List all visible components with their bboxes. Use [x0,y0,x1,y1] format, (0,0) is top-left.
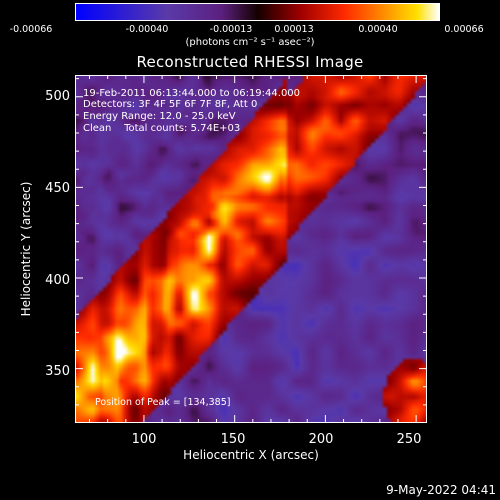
colorbar-tick: -0.00040 [125,24,169,35]
info-counts: Clean Total counts: 5.74E+03 [83,123,241,134]
x-tick-label: 100 [131,432,157,447]
y-axis-label: Heliocentric Y (arcsec) [19,181,33,317]
x-tick-label: 250 [396,432,422,447]
info-time-range: 19-Feb-2011 06:13:44.000 to 06:19:44.000 [83,88,301,99]
heatmap-image [75,75,427,423]
y-tick-label: 450 [45,181,70,196]
y-tick-label: 350 [45,364,70,379]
plot-frame [75,75,427,423]
peak-position-label: Position of Peak = [134,385] [95,397,231,408]
info-detectors: Detectors: 3F 4F 5F 6F 7F 8F, Att 0 [83,99,258,110]
chart-title: Reconstructed RHESSI Image [136,53,364,71]
colorbar-tick: -0.00066 [9,24,53,35]
colorbar-tick: 0.00013 [274,24,314,35]
colorbar-units: (photons cm⁻² s⁻¹ asec⁻²) [185,37,315,48]
colorbar [75,3,440,21]
y-tick-label: 500 [45,89,70,104]
x-axis-label: Heliocentric X (arcsec) [183,448,319,462]
x-tick-label: 200 [308,432,334,447]
colorbar-tick: -0.00013 [209,24,253,35]
colorbar-tick: 0.00066 [444,24,484,35]
info-energy-range: Energy Range: 12.0 - 25.0 keV [83,111,236,122]
y-tick-label: 400 [45,273,70,288]
colorbar-tick: 0.00040 [358,24,398,35]
timestamp: 9-May-2022 04:41 [386,483,496,497]
x-tick-label: 150 [220,432,246,447]
